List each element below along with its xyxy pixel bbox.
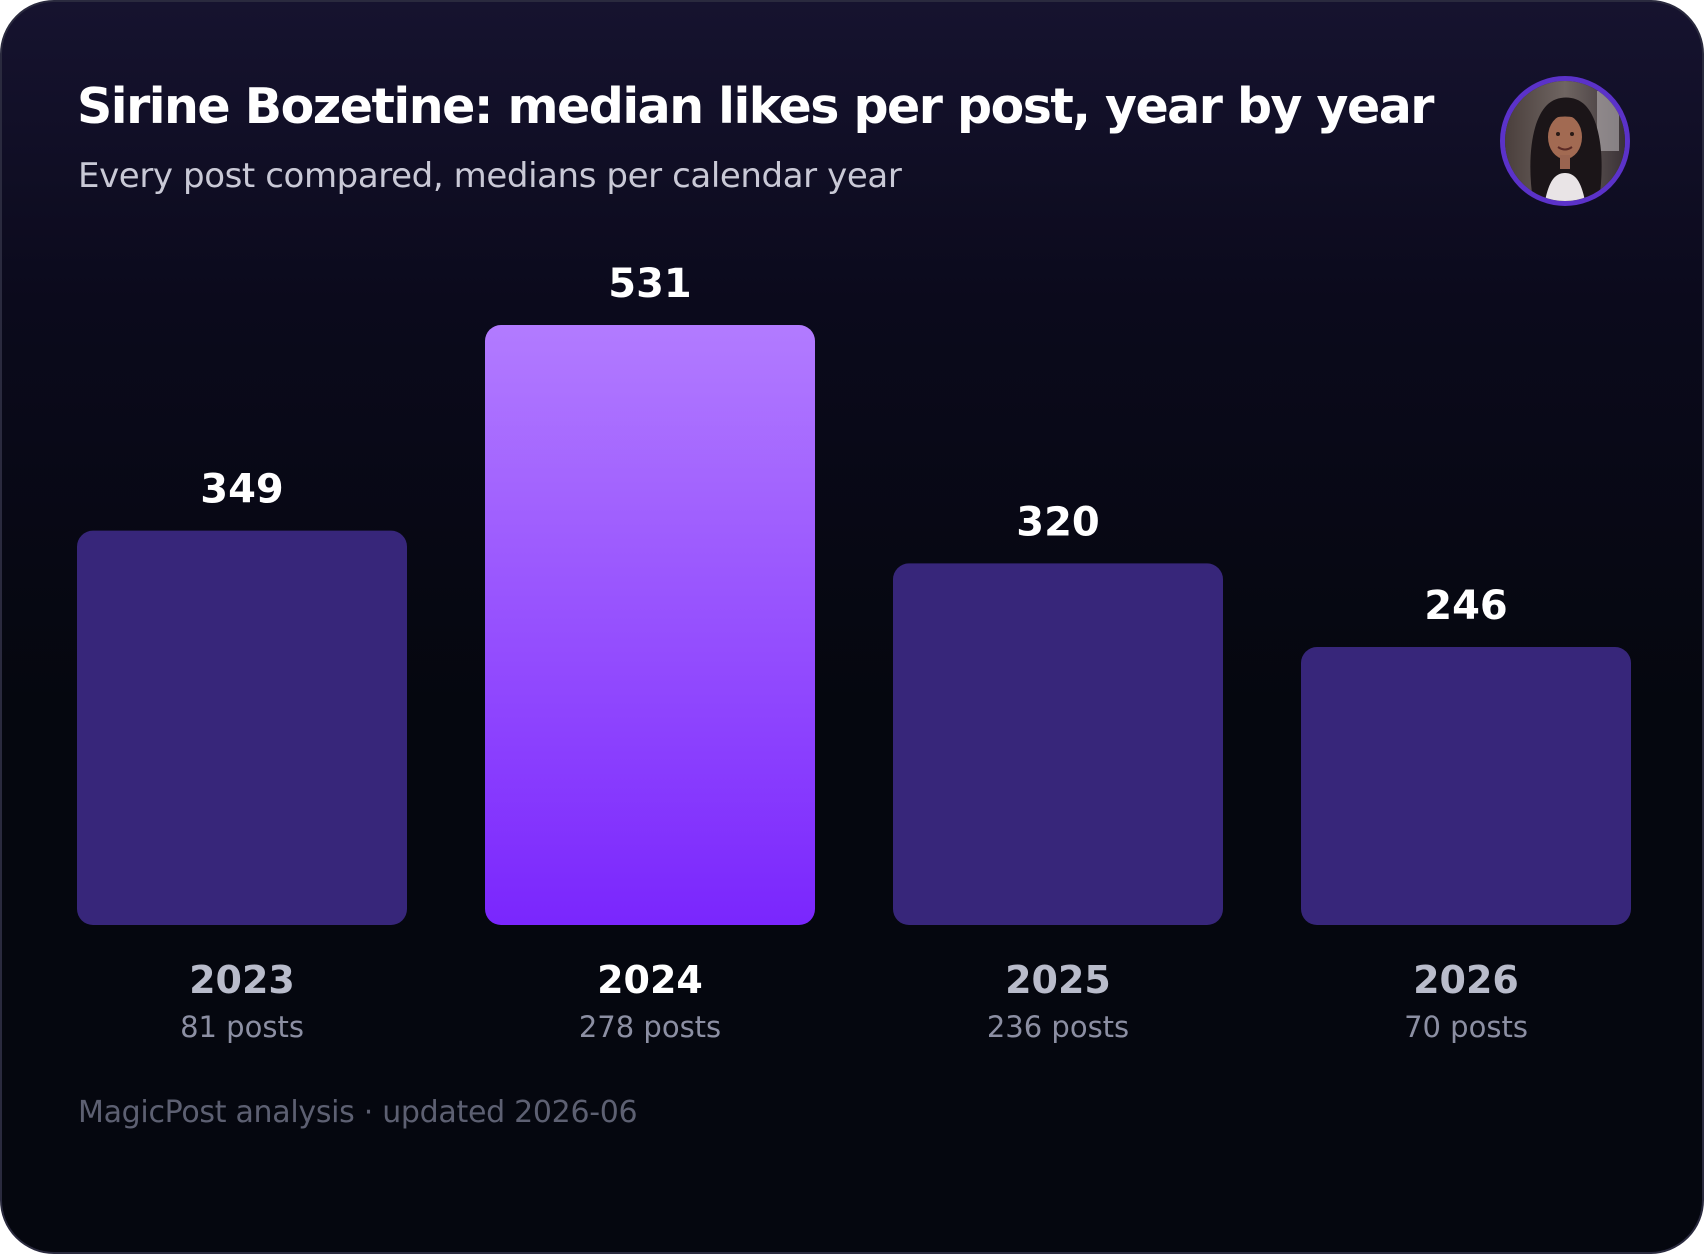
posts-label-2026: 70 posts	[1404, 1010, 1528, 1044]
chart-subtitle: Every post compared, medians per calenda…	[78, 156, 902, 196]
avatar	[1500, 76, 1630, 206]
category-label-2023: 2023	[189, 958, 295, 1002]
bar-2025	[893, 563, 1223, 925]
footer-note: MagicPost analysis · updated 2026-06	[78, 1095, 638, 1130]
profile-photo-icon	[1505, 81, 1625, 201]
bar-2026	[1301, 647, 1631, 925]
category-label-2025: 2025	[1005, 958, 1111, 1002]
chart-title: Sirine Bozetine: median likes per post, …	[77, 78, 1434, 135]
value-label-2023: 349	[200, 467, 284, 513]
value-label-2025: 320	[1016, 499, 1100, 545]
posts-label-2023: 81 posts	[180, 1010, 304, 1044]
value-label-2026: 246	[1424, 583, 1508, 629]
posts-label-2025: 236 posts	[987, 1010, 1129, 1044]
posts-label-2024: 278 posts	[579, 1010, 721, 1044]
bar-2024	[485, 325, 815, 925]
category-label-2026: 2026	[1413, 958, 1519, 1002]
bar-2023	[77, 530, 407, 925]
category-label-2024: 2024	[597, 958, 703, 1002]
value-label-2024: 531	[608, 261, 692, 307]
